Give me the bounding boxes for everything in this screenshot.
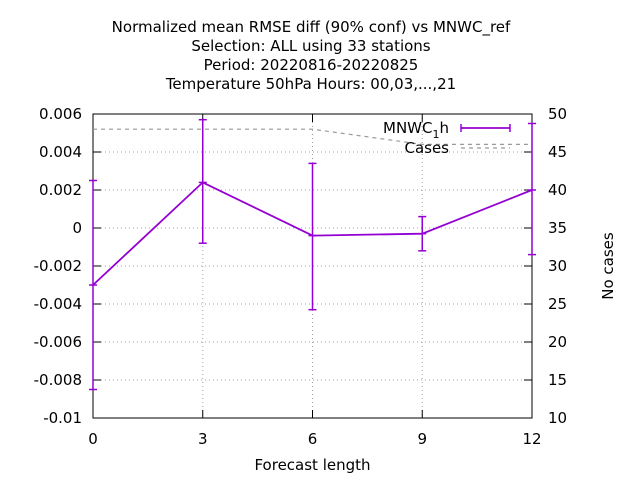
y-tick-label: 0.006 xyxy=(39,105,82,123)
title-line: Normalized mean RMSE diff (90% conf) vs … xyxy=(112,18,511,37)
x-tick-label: 6 xyxy=(308,430,318,448)
y2-tick-label: 30 xyxy=(548,257,567,275)
y2-tick-label: 15 xyxy=(548,371,567,389)
y2-tick-label: 35 xyxy=(548,219,567,237)
x-axis-label: Forecast length xyxy=(254,456,370,474)
legend-label-cases: Cases xyxy=(404,139,449,157)
cases-line xyxy=(93,128,532,145)
y2-tick-label: 10 xyxy=(548,409,567,427)
chart-title: Normalized mean RMSE diff (90% conf) vs … xyxy=(112,18,511,93)
y2-axis-label: No cases xyxy=(599,232,617,300)
legend-label-sub: 1 xyxy=(432,128,439,141)
x-tick-label: 9 xyxy=(417,430,427,448)
y-tick-label: -0.006 xyxy=(34,333,82,351)
y2-axis: 50 45 40 35 30 25 20 15 10 xyxy=(524,105,567,427)
y-tick-label: 0.004 xyxy=(39,143,82,161)
y-axis: 0.006 0.004 0.002 0 -0.002 -0.004 -0.006 -0.008… xyxy=(34,105,101,427)
title-line: Selection: ALL using 33 stations xyxy=(191,37,430,55)
legend-label-tail: h xyxy=(439,119,449,137)
y-tick-label: -0.008 xyxy=(34,371,82,389)
x-tick-label: 3 xyxy=(198,430,208,448)
y2-tick-label: 45 xyxy=(548,143,567,161)
y-tick-label: -0.004 xyxy=(34,295,82,313)
legend-label-mnwc: MNWC1h xyxy=(383,119,449,141)
y-tick-label: 0.002 xyxy=(39,181,82,199)
series-group xyxy=(89,118,536,391)
y2-tick-label: 25 xyxy=(548,295,567,313)
title-line: Temperature 50hPa Hours: 00,03,...,21 xyxy=(165,75,456,93)
y-tick-label: -0.01 xyxy=(43,409,82,427)
y-tick-label: 0 xyxy=(72,219,82,237)
y2-tick-label: 40 xyxy=(548,181,567,199)
legend-label-main: MNWC xyxy=(383,119,432,137)
y-tick-label: -0.002 xyxy=(34,257,82,275)
y2-tick-label: 20 xyxy=(548,333,567,351)
x-tick-label: 12 xyxy=(522,430,541,448)
title-line: Period: 20220816-20220825 xyxy=(204,56,419,74)
x-tick-label: 0 xyxy=(88,430,98,448)
y2-tick-label: 50 xyxy=(548,105,567,123)
